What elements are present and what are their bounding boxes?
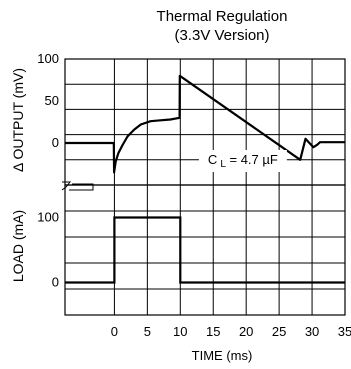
output-y-ticks: 0 50 100 [37,51,59,150]
x-tick-label: 20 [239,324,253,339]
x-tick-label: 5 [144,324,151,339]
output-y-tick-label: 50 [45,93,59,108]
x-axis-label: TIME (ms) [192,348,253,363]
axis-break-icon [61,181,94,191]
x-tick-label: 25 [272,324,286,339]
load-y-axis-label: LOAD (mA) [10,210,26,282]
x-tick-label: 15 [206,324,220,339]
load-y-ticks: 0 100 [37,210,59,290]
output-series-line [65,74,345,174]
load-series-line [65,216,345,284]
x-tick-label: 30 [305,324,319,339]
load-y-tick-label: 0 [52,275,59,290]
output-y-axis-label: Δ OUTPUT (mV) [10,68,26,172]
chart-subtitle: (3.3V Version) [174,27,269,44]
x-tick-label: 35 [338,324,351,339]
x-tick-label: 10 [173,324,187,339]
load-frame [64,184,346,316]
x-ticks: 0 5 10 15 20 25 30 35 [111,324,351,339]
load-y-tick-label: 100 [37,210,59,225]
output-y-tick-label: 0 [52,135,59,150]
load-grid [64,184,346,316]
annotation-background [198,150,287,172]
output-y-tick-label: 100 [37,51,59,66]
chart-title: Thermal Regulation [157,8,288,25]
x-tick-label: 0 [111,324,118,339]
